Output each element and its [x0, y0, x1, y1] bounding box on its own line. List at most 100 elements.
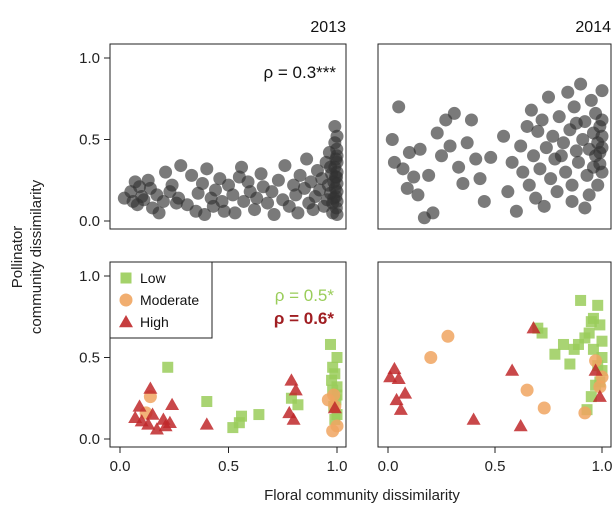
- data-point: [556, 136, 570, 150]
- panel-2014-all: 2014: [377, 19, 612, 230]
- data-point: [589, 354, 603, 368]
- data-point: [505, 363, 520, 376]
- legend-label: Moderate: [140, 292, 199, 308]
- data-point: [236, 410, 248, 422]
- y-axis-label-line-1: Pollinator: [9, 226, 26, 289]
- data-point: [393, 402, 408, 415]
- data-point: [497, 129, 511, 143]
- data-point: [529, 191, 543, 205]
- data-point: [233, 417, 245, 429]
- data-point: [159, 165, 173, 179]
- x-tick-label: 0.0: [378, 458, 399, 475]
- data-point: [201, 396, 213, 408]
- data-point: [330, 149, 344, 163]
- data-point: [595, 113, 609, 127]
- data-point: [587, 312, 599, 324]
- data-point: [535, 113, 549, 127]
- data-point: [300, 152, 314, 166]
- data-point: [435, 149, 448, 163]
- data-point: [284, 373, 299, 386]
- data-point: [156, 194, 170, 208]
- data-point: [411, 188, 425, 202]
- data-point: [304, 175, 318, 189]
- data-point: [592, 389, 607, 402]
- data-point: [228, 206, 242, 220]
- data-point: [287, 178, 301, 192]
- data-point: [162, 361, 174, 373]
- data-point: [464, 113, 478, 127]
- x-axis-label: Floral community dissimilarity: [264, 487, 460, 504]
- data-point: [327, 388, 341, 402]
- data-point: [583, 327, 595, 339]
- rho-high-annotation: ρ = 0.6*: [274, 309, 335, 328]
- panel-frame: [109, 43, 347, 230]
- data-point: [330, 207, 344, 221]
- data-point: [141, 417, 156, 430]
- rho-low-annotation: ρ = 0.5*: [275, 286, 335, 305]
- data-point: [565, 178, 579, 192]
- data-point: [575, 294, 587, 306]
- data-point: [596, 365, 608, 377]
- data-point: [402, 146, 416, 160]
- series-high: [383, 321, 607, 432]
- panel-title: 2013: [310, 19, 346, 36]
- x-tick-label: 0.5: [485, 458, 506, 475]
- data-point: [285, 392, 297, 404]
- y-tick-label: 0.5: [79, 350, 100, 367]
- data-point: [539, 141, 553, 155]
- data-point: [591, 178, 605, 192]
- data-point: [145, 407, 160, 420]
- data-point: [524, 103, 538, 117]
- data-point: [327, 401, 342, 414]
- y-tick-label: 1.0: [79, 50, 100, 67]
- data-point: [447, 106, 461, 120]
- rho-annotation: ρ = 0.3***: [263, 63, 336, 82]
- data-point: [546, 129, 560, 143]
- panel-frame: [377, 43, 612, 230]
- data-point: [327, 191, 341, 205]
- x-tick-label: 0.5: [218, 458, 239, 475]
- data-point: [383, 370, 398, 383]
- data-point: [199, 417, 214, 430]
- data-point: [595, 165, 609, 179]
- data-point: [514, 139, 528, 153]
- data-point: [392, 100, 406, 114]
- series-low: [162, 338, 343, 434]
- data-point: [329, 368, 341, 380]
- panel-2013-groups: 0.0 0.5 1.0 0.0 0.5 1.0 ρ = 0.5* ρ = 0.6* Low Mod…: [79, 261, 348, 475]
- data-point: [564, 358, 576, 370]
- data-point: [241, 175, 255, 189]
- data-point: [328, 170, 342, 184]
- panel-title: 2014: [575, 19, 611, 36]
- data-point: [407, 170, 421, 184]
- data-point: [430, 126, 444, 140]
- series-all: [117, 119, 344, 221]
- data-point: [505, 155, 519, 169]
- data-point: [271, 173, 285, 187]
- data-point: [569, 144, 583, 158]
- data-point: [484, 150, 498, 164]
- data-point: [254, 167, 268, 181]
- data-point: [569, 116, 583, 130]
- data-point: [501, 185, 515, 199]
- x-tick-label: 1.0: [327, 458, 348, 475]
- data-point: [550, 185, 564, 199]
- data-point: [584, 93, 598, 107]
- legend-label: Low: [140, 270, 167, 286]
- data-point: [288, 383, 303, 396]
- data-point: [215, 194, 229, 208]
- data-point: [226, 188, 240, 202]
- data-point: [387, 361, 402, 375]
- y-tick-label: 0.5: [79, 132, 100, 149]
- data-point: [248, 203, 262, 217]
- data-point: [533, 162, 547, 176]
- y-tick-label: 1.0: [79, 268, 100, 285]
- data-point: [593, 380, 607, 394]
- data-point: [595, 129, 609, 143]
- data-point: [473, 172, 487, 186]
- data-point: [596, 335, 608, 347]
- y-tick-label: 0.0: [79, 213, 100, 230]
- data-point: [554, 149, 568, 163]
- data-point: [331, 352, 343, 363]
- data-point: [291, 206, 305, 220]
